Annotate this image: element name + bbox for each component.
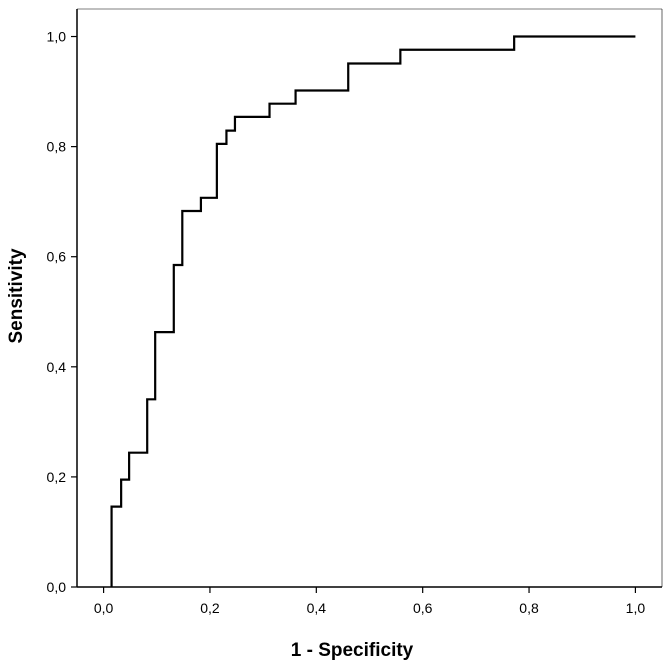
x-axis-ticks: 0,0 0,2 0,4 0,6 0,8 1,0 [94,587,645,616]
x-tick-label: 0,8 [519,600,539,616]
y-tick-label: 0,8 [47,139,67,155]
y-tick-label: 1,0 [47,29,67,45]
roc-curve-line [110,35,636,587]
x-tick-label: 0,2 [200,600,220,616]
x-tick-label: 1,0 [626,600,646,616]
x-tick-label: 0,4 [307,600,327,616]
x-tick-label: 0,0 [94,600,114,616]
y-axis-ticks: 0,0 0,2 0,4 0,6 0,8 1,0 [47,29,77,595]
x-axis-title: 1 - Specificity [291,640,414,661]
x-tick-label: 0,6 [413,600,433,616]
plot-frame [76,8,663,588]
series-layer [110,35,636,587]
y-tick-label: 0,2 [47,469,67,485]
plot-area [77,9,662,587]
y-tick-label: 0,0 [47,579,67,595]
y-tick-label: 0,4 [47,359,67,375]
y-axis-title: Sensitivity [6,248,27,343]
y-tick-label: 0,6 [47,249,67,265]
